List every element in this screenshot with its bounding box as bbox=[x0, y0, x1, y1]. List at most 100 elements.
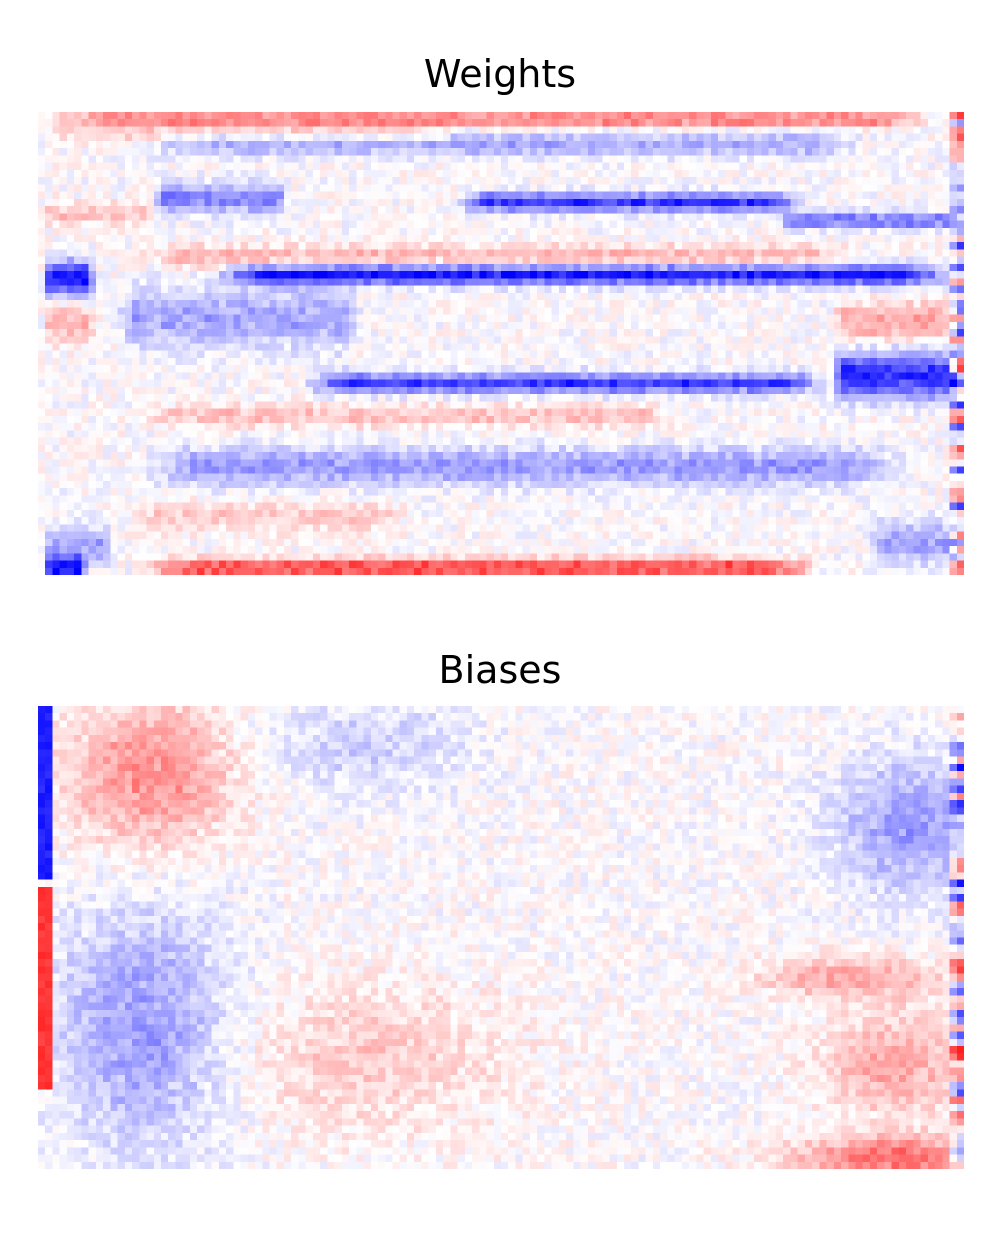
heatmap-cell bbox=[942, 112, 951, 120]
heatmap-cell bbox=[746, 198, 755, 207]
heatmap-cell bbox=[544, 292, 553, 301]
heatmap-cell bbox=[117, 242, 126, 250]
heatmap-cell bbox=[869, 271, 878, 279]
heatmap-cell bbox=[378, 365, 386, 373]
heatmap-cell bbox=[204, 271, 213, 279]
heatmap-cell bbox=[551, 198, 560, 207]
heatmap-cell bbox=[623, 256, 632, 265]
heatmap-cell bbox=[399, 350, 408, 359]
heatmap-cell bbox=[305, 177, 314, 185]
heatmap-cell bbox=[942, 242, 951, 250]
heatmap-cell bbox=[804, 148, 813, 156]
heatmap-cell bbox=[472, 292, 480, 301]
heatmap-cell bbox=[746, 285, 755, 294]
heatmap-cell bbox=[291, 357, 299, 366]
heatmap-cell bbox=[276, 365, 285, 373]
heatmap-cell bbox=[623, 206, 632, 214]
heatmap-cell bbox=[768, 148, 777, 156]
heatmap-cell bbox=[616, 148, 625, 156]
heatmap-cell bbox=[146, 329, 155, 337]
heatmap-cell bbox=[66, 191, 75, 200]
heatmap-cell bbox=[341, 140, 350, 149]
heatmap-cell bbox=[826, 242, 835, 250]
heatmap-cell bbox=[255, 256, 263, 265]
heatmap-cell bbox=[327, 372, 336, 381]
heatmap-cell bbox=[450, 213, 459, 222]
heatmap-cell bbox=[710, 300, 719, 308]
heatmap-cell bbox=[399, 234, 408, 243]
heatmap-cell bbox=[211, 365, 220, 373]
heatmap-cell bbox=[435, 249, 444, 258]
heatmap-cell bbox=[160, 148, 169, 156]
heatmap-cell bbox=[508, 278, 516, 287]
heatmap-cell bbox=[927, 321, 936, 330]
heatmap-cell bbox=[370, 357, 379, 366]
heatmap-cell bbox=[226, 292, 234, 301]
heatmap-cell bbox=[370, 350, 379, 359]
heatmap-cell bbox=[247, 314, 256, 323]
heatmap-cell bbox=[298, 329, 307, 337]
heatmap-cell bbox=[537, 321, 545, 330]
heatmap-cell bbox=[334, 177, 343, 185]
heatmap-cell bbox=[168, 292, 176, 301]
heatmap-cell bbox=[81, 329, 90, 337]
heatmap-cell bbox=[421, 386, 430, 395]
heatmap-cell bbox=[833, 285, 842, 294]
heatmap-cell bbox=[869, 249, 878, 258]
heatmap-cell bbox=[327, 184, 336, 193]
heatmap-cell bbox=[103, 140, 111, 149]
heatmap-cell bbox=[334, 162, 343, 171]
heatmap-cell bbox=[949, 220, 958, 229]
heatmap-cell bbox=[132, 148, 140, 156]
heatmap-cell bbox=[81, 292, 90, 301]
heatmap-cell bbox=[768, 162, 777, 171]
heatmap-cell bbox=[652, 148, 661, 156]
heatmap-cell bbox=[356, 112, 365, 120]
heatmap-cell bbox=[59, 263, 68, 272]
heatmap-cell bbox=[587, 256, 596, 265]
heatmap-cell bbox=[406, 350, 415, 359]
heatmap-cell bbox=[349, 278, 357, 287]
heatmap-cell bbox=[551, 213, 560, 222]
heatmap-cell bbox=[862, 329, 871, 337]
heatmap-cell bbox=[739, 112, 748, 120]
heatmap-cell bbox=[211, 213, 220, 222]
heatmap-cell bbox=[819, 213, 828, 222]
heatmap-cell bbox=[573, 198, 582, 207]
heatmap-cell bbox=[327, 386, 336, 395]
heatmap-cell bbox=[103, 155, 111, 164]
heatmap-cell bbox=[428, 140, 437, 149]
heatmap-cell bbox=[88, 263, 97, 272]
heatmap-cell bbox=[537, 177, 545, 185]
heatmap-cell bbox=[81, 177, 90, 185]
heatmap-cell bbox=[52, 198, 61, 207]
heatmap-cell bbox=[819, 256, 828, 265]
heatmap-cell bbox=[790, 184, 799, 193]
heatmap-cell bbox=[826, 386, 835, 395]
heatmap-cell bbox=[920, 126, 929, 135]
heatmap-cell bbox=[848, 155, 856, 164]
heatmap-cell bbox=[233, 372, 242, 381]
heatmap-cell bbox=[862, 227, 871, 236]
heatmap-cell bbox=[103, 112, 111, 120]
heatmap-cell bbox=[283, 365, 292, 373]
heatmap-cell bbox=[74, 148, 82, 156]
heatmap-cell bbox=[732, 343, 741, 352]
heatmap-cell bbox=[783, 148, 791, 156]
heatmap-cell bbox=[768, 386, 777, 395]
heatmap-cell bbox=[732, 191, 741, 200]
heatmap-cell bbox=[392, 234, 401, 243]
heatmap-cell bbox=[746, 256, 755, 265]
heatmap-cell bbox=[66, 263, 75, 272]
heatmap-cell bbox=[623, 220, 632, 229]
heatmap-cell bbox=[913, 256, 922, 265]
heatmap-cell bbox=[298, 372, 307, 381]
heatmap-cell bbox=[718, 112, 726, 120]
heatmap-cell bbox=[508, 213, 516, 222]
heatmap-cell bbox=[739, 285, 748, 294]
heatmap-cell bbox=[754, 220, 762, 229]
heatmap-cell bbox=[414, 119, 422, 127]
heatmap-cell bbox=[450, 206, 459, 214]
heatmap-cell bbox=[913, 271, 922, 279]
heatmap-cell bbox=[537, 234, 545, 243]
